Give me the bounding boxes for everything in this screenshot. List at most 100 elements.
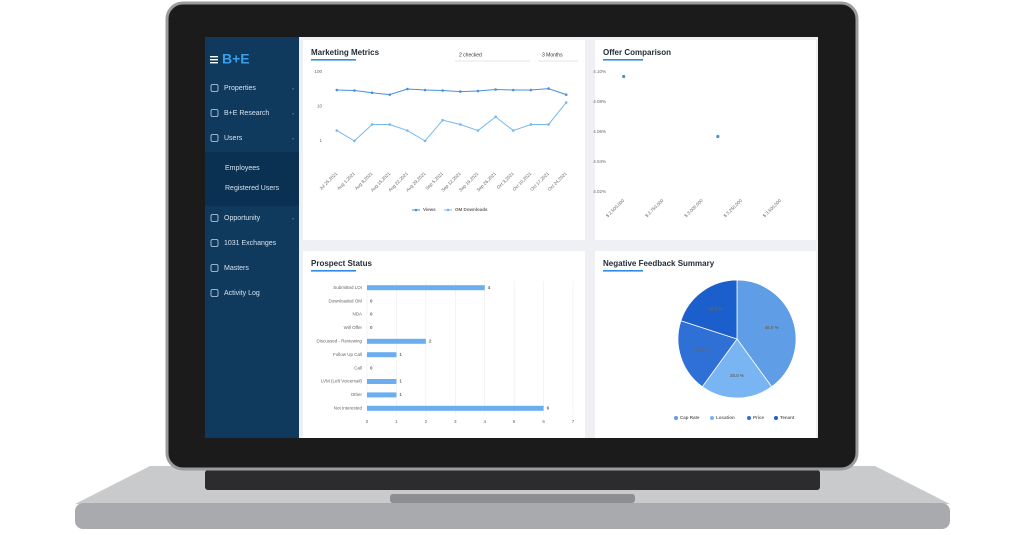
x-tick-label: 4 (483, 419, 486, 424)
menu-item[interactable]: Masters (224, 265, 249, 272)
series-line (336, 88, 567, 96)
menu-item[interactable]: Employees (225, 165, 260, 172)
value-label: 0 (370, 325, 373, 330)
point (511, 129, 515, 132)
legend-dot (674, 416, 678, 420)
card-title: Negative Feedback Summary (603, 259, 715, 268)
series-line (336, 102, 567, 142)
legend-label: Cap Rate (680, 415, 700, 420)
value-label: 1 (399, 379, 402, 384)
menu-item[interactable]: Opportunity (224, 215, 261, 222)
value-label: 2 (429, 338, 432, 343)
x-tick-label: 7 (572, 419, 575, 424)
point (353, 89, 356, 92)
point (370, 123, 374, 126)
point (494, 115, 497, 119)
y-tick-label: 4.10% (593, 69, 606, 74)
legend-label: Price (753, 415, 765, 420)
card-title: Prospect Status (311, 259, 372, 268)
point (494, 88, 497, 91)
bar (367, 285, 485, 291)
point (388, 93, 392, 96)
pie-slice (701, 338, 773, 399)
point (459, 90, 462, 93)
menu-item[interactable]: Activity Log (224, 290, 260, 297)
value-label: 20.0 % (730, 373, 744, 378)
point (335, 129, 339, 132)
dropdown[interactable]: 2 checked (459, 52, 482, 58)
y-tick-label: Downloaded OM (328, 298, 362, 303)
hamburger-icon[interactable] (210, 56, 218, 64)
card (303, 40, 585, 240)
chevron: ⌄ (291, 215, 295, 221)
menu-item[interactable]: Registered Users (225, 185, 280, 192)
point (529, 123, 533, 126)
point (459, 123, 462, 126)
title-underline (603, 270, 643, 272)
value-label: 1 (399, 392, 402, 397)
legend-dot (446, 208, 450, 212)
menu-item[interactable]: Users (224, 135, 243, 142)
menu-item[interactable]: 1031 Exchanges (224, 240, 277, 247)
dropdown[interactable]: 3 Months (542, 52, 563, 58)
value-label: 40.0 % (765, 325, 779, 330)
x-tick-label: 3 (454, 419, 457, 424)
y-tick-label: 4.02% (593, 189, 606, 194)
card (595, 40, 816, 240)
logo: B+E (222, 51, 250, 67)
bar (367, 392, 397, 398)
point (441, 89, 444, 92)
x-tick-label: 6 (542, 419, 545, 424)
menu-icon (210, 109, 219, 117)
menu-icon (210, 289, 219, 297)
point (716, 134, 720, 139)
y-tick-label: Not Interested (334, 405, 363, 410)
legend-label: Tenant (780, 415, 795, 420)
menu-icon (210, 214, 219, 222)
title-underline (311, 270, 356, 272)
point (406, 129, 409, 132)
y-tick-label: 4.08% (593, 99, 606, 104)
value-label: 0 (370, 365, 373, 370)
menu-item[interactable]: B+E Research (224, 110, 269, 117)
point (423, 88, 427, 92)
y-tick-label: Will Offer (344, 325, 363, 330)
value-label: 20.0 % (708, 307, 722, 312)
pie-slice (736, 279, 797, 388)
pie-slice (677, 320, 738, 388)
value-label: 20.0 % (695, 347, 709, 352)
point (335, 88, 339, 92)
legend-dot (774, 416, 778, 420)
y-tick-label: Submitted LOI (333, 285, 362, 290)
point (406, 87, 409, 91)
y-tick-label: LVM (Left Voicemail) (321, 379, 363, 384)
legend-label: Location (716, 415, 735, 420)
point (353, 139, 356, 143)
sidebar (205, 37, 299, 438)
value-label: 0 (370, 298, 373, 303)
point (547, 87, 550, 90)
point (547, 123, 550, 126)
menu-icon (210, 239, 219, 247)
menu-item[interactable]: Properties (224, 85, 256, 92)
point (423, 139, 427, 143)
bar (367, 405, 544, 411)
point (370, 91, 374, 95)
legend-label: Views (423, 207, 436, 212)
x-tick-label: 0 (366, 419, 369, 424)
point (476, 129, 480, 132)
keyboard (205, 470, 820, 490)
value-label: 4 (488, 285, 491, 290)
title-underline (311, 59, 356, 61)
chevron: ⌄ (291, 110, 295, 116)
submenu (205, 152, 299, 206)
x-tick-label: 5 (513, 419, 516, 424)
y-tick-label: Call (354, 365, 362, 370)
bar (367, 352, 397, 358)
point (564, 101, 568, 104)
laptop-front (75, 503, 950, 529)
point (564, 93, 568, 96)
title-underline (603, 59, 643, 61)
point (529, 88, 533, 92)
